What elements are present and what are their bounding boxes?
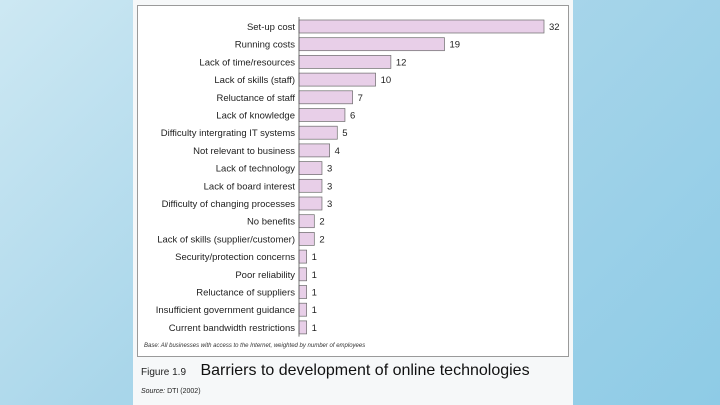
category-label: Not relevant to business [193,146,295,157]
category-label: No benefits [247,217,295,228]
bar [298,19,545,34]
bar [298,143,330,158]
category-label: Set-up cost [247,22,295,33]
source-label: Source: [141,388,166,395]
bar [298,125,338,140]
category-label: Lack of knowledge [216,111,295,122]
category-label: Difficulty intergrating IT systems [161,128,296,139]
bar [298,320,308,335]
value-label: 3 [327,199,332,210]
bar [298,232,315,246]
bar [298,267,308,282]
value-label: 1 [312,288,317,299]
value-label: 1 [312,270,317,281]
bar [298,72,376,87]
value-label: 32 [549,22,560,33]
category-label: Current bandwidth restrictions [169,323,295,334]
value-label: 1 [312,305,317,316]
value-label: 19 [449,40,460,51]
bar [298,55,392,69]
category-label: Running costs [235,40,295,51]
value-label: 10 [381,75,392,86]
value-label: 2 [319,234,324,245]
category-label: Security/protection concerns [175,252,295,263]
category-label: Lack of time/resources [199,57,295,68]
bar [298,196,323,211]
category-label: Insufficient government guidance [156,305,295,316]
value-label: 2 [319,217,324,228]
figure-label: Figure 1.9 [141,367,187,378]
chart-base-note: Base: All businesses with access to the … [144,343,366,349]
chart-frame: Set-up cost 32 Running costs 19 Lack of time… [137,5,569,357]
bar [298,214,315,229]
value-label: 3 [327,164,332,175]
bar [298,285,308,299]
value-label: 7 [358,93,363,104]
value-label: 5 [342,128,347,139]
category-label: Lack of technology [216,164,295,175]
value-label: 1 [312,252,317,263]
value-label: 3 [327,181,332,192]
category-label: Lack of board interest [204,181,296,192]
bar [298,108,346,122]
figure-caption: Figure 1.9 Barriers to development of on… [141,362,530,380]
value-label: 12 [396,57,407,68]
bar [298,90,353,105]
category-label: Poor reliability [235,270,295,281]
bar [298,302,308,317]
figure-source: Source: DTI (2002) [141,388,201,395]
value-label: 6 [350,111,355,122]
value-label: 1 [312,323,317,334]
value-label: 4 [335,146,340,157]
category-label: Difficulty of changing processes [162,199,296,210]
figure-title: Barriers to development of online techno… [200,362,530,379]
bar [298,178,323,193]
bar [298,161,323,175]
category-label: Lack of skills (supplier/customer) [157,234,295,245]
category-label: Lack of skills (staff) [214,75,295,86]
bar [298,37,445,52]
source-text: DTI (2002) [167,388,201,395]
bar [298,249,308,264]
category-label: Reluctance of suppliers [196,288,295,299]
category-label: Reluctance of staff [216,93,295,104]
